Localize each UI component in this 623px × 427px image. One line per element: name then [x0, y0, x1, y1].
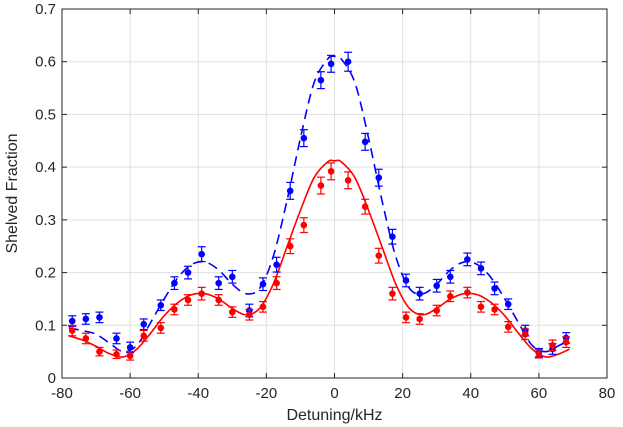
data-point-series-2 — [447, 292, 454, 300]
data-points — [68, 51, 571, 361]
x-tick-label: 60 — [531, 385, 548, 402]
data-point-series-1 — [273, 261, 280, 268]
x-tick-label: 80 — [599, 385, 616, 402]
y-axis-label: Shelved Fraction — [4, 133, 21, 253]
y-tick-label: 0.1 — [35, 317, 56, 334]
data-point-series-2 — [300, 221, 308, 229]
data-point-series-1 — [361, 138, 369, 146]
data-point-series-1 — [157, 301, 165, 309]
data-point-series-1 — [215, 279, 222, 287]
data-point-series-2 — [317, 182, 325, 189]
data-point-series-1 — [198, 250, 205, 258]
data-point-series-2 — [433, 307, 440, 314]
data-point-series-1 — [447, 273, 454, 281]
data-point-series-1 — [140, 320, 148, 328]
data-point-series-2 — [126, 352, 134, 360]
data-point-series-2 — [82, 335, 90, 342]
y-tick-label: 0 — [48, 370, 56, 387]
x-axis-ticks: -80 -60 -40 -20 0 20 40 60 80 — [51, 9, 615, 402]
data-point-series-1 — [327, 60, 335, 68]
data-point-series-1 — [477, 265, 485, 272]
data-point-series-1 — [464, 256, 471, 263]
x-tick-label: -40 — [187, 385, 209, 402]
y-tick-label: 0.7 — [35, 1, 56, 18]
data-point-series-2 — [535, 350, 543, 358]
data-point-series-2 — [171, 306, 178, 313]
data-point-series-2 — [344, 177, 352, 184]
x-tick-label: 20 — [394, 385, 411, 402]
data-point-series-2 — [96, 348, 103, 355]
data-point-series-2 — [491, 306, 498, 313]
data-point-series-2 — [549, 342, 556, 349]
data-point-series-2 — [402, 314, 410, 321]
data-point-series-1 — [344, 58, 352, 66]
data-point-series-2 — [477, 303, 485, 311]
data-point-series-2 — [416, 315, 423, 323]
data-point-series-2 — [246, 311, 253, 319]
x-tick-label: 40 — [462, 385, 479, 402]
data-point-series-1 — [402, 277, 410, 284]
data-point-series-1 — [113, 335, 120, 342]
data-point-series-2 — [157, 324, 165, 332]
data-point-series-1 — [184, 269, 192, 276]
data-point-series-2 — [273, 279, 280, 287]
data-point-series-2 — [389, 290, 396, 297]
y-axis-ticks: 0 0.1 0.2 0.3 0.4 0.5 0.6 0.7 — [35, 1, 607, 387]
y-tick-label: 0.2 — [35, 265, 56, 282]
data-point-series-2 — [68, 327, 76, 334]
data-point-series-1 — [375, 174, 383, 181]
data-point-series-2 — [562, 338, 570, 346]
y-tick-label: 0.5 — [35, 106, 56, 123]
data-point-series-2 — [259, 303, 267, 311]
data-point-series-1 — [126, 344, 134, 351]
fit-curves — [68, 55, 570, 358]
data-point-series-1 — [96, 314, 103, 321]
data-point-series-1 — [416, 290, 423, 297]
data-point-series-2 — [361, 203, 369, 210]
data-point-series-1 — [82, 315, 90, 323]
y-tick-label: 0.6 — [35, 54, 56, 71]
data-point-series-2 — [504, 323, 512, 331]
data-point-series-2 — [375, 252, 383, 260]
data-point-series-1 — [504, 300, 512, 308]
fit-curve-2 — [68, 159, 570, 358]
data-point-series-2 — [286, 242, 294, 250]
data-point-series-2 — [113, 350, 120, 358]
data-point-series-2 — [229, 308, 236, 316]
data-point-series-1 — [317, 76, 325, 84]
data-point-series-1 — [433, 282, 440, 290]
y-tick-label: 0.3 — [35, 212, 56, 229]
data-point-series-2 — [464, 289, 471, 296]
data-point-series-1 — [259, 280, 267, 288]
data-point-series-1 — [389, 233, 396, 241]
data-point-series-2 — [327, 168, 335, 175]
x-tick-label: -20 — [256, 385, 278, 402]
x-axis-label: Detuning/kHz — [286, 407, 382, 424]
data-point-series-2 — [198, 290, 205, 297]
data-point-series-1 — [171, 279, 178, 287]
data-point-series-2 — [184, 296, 192, 304]
data-point-series-2 — [215, 296, 222, 304]
data-point-series-1 — [491, 285, 498, 292]
data-point-series-1 — [300, 134, 308, 142]
y-tick-label: 0.4 — [35, 159, 56, 176]
data-point-series-1 — [286, 187, 294, 195]
fit-curve-1 — [68, 55, 570, 353]
data-point-series-2 — [521, 330, 529, 338]
data-point-series-1 — [68, 317, 76, 325]
data-point-series-1 — [229, 273, 236, 281]
data-point-series-2 — [140, 332, 148, 340]
x-tick-label: 0 — [330, 385, 338, 402]
x-tick-label: -60 — [119, 385, 141, 402]
x-tick-label: -80 — [51, 385, 73, 402]
